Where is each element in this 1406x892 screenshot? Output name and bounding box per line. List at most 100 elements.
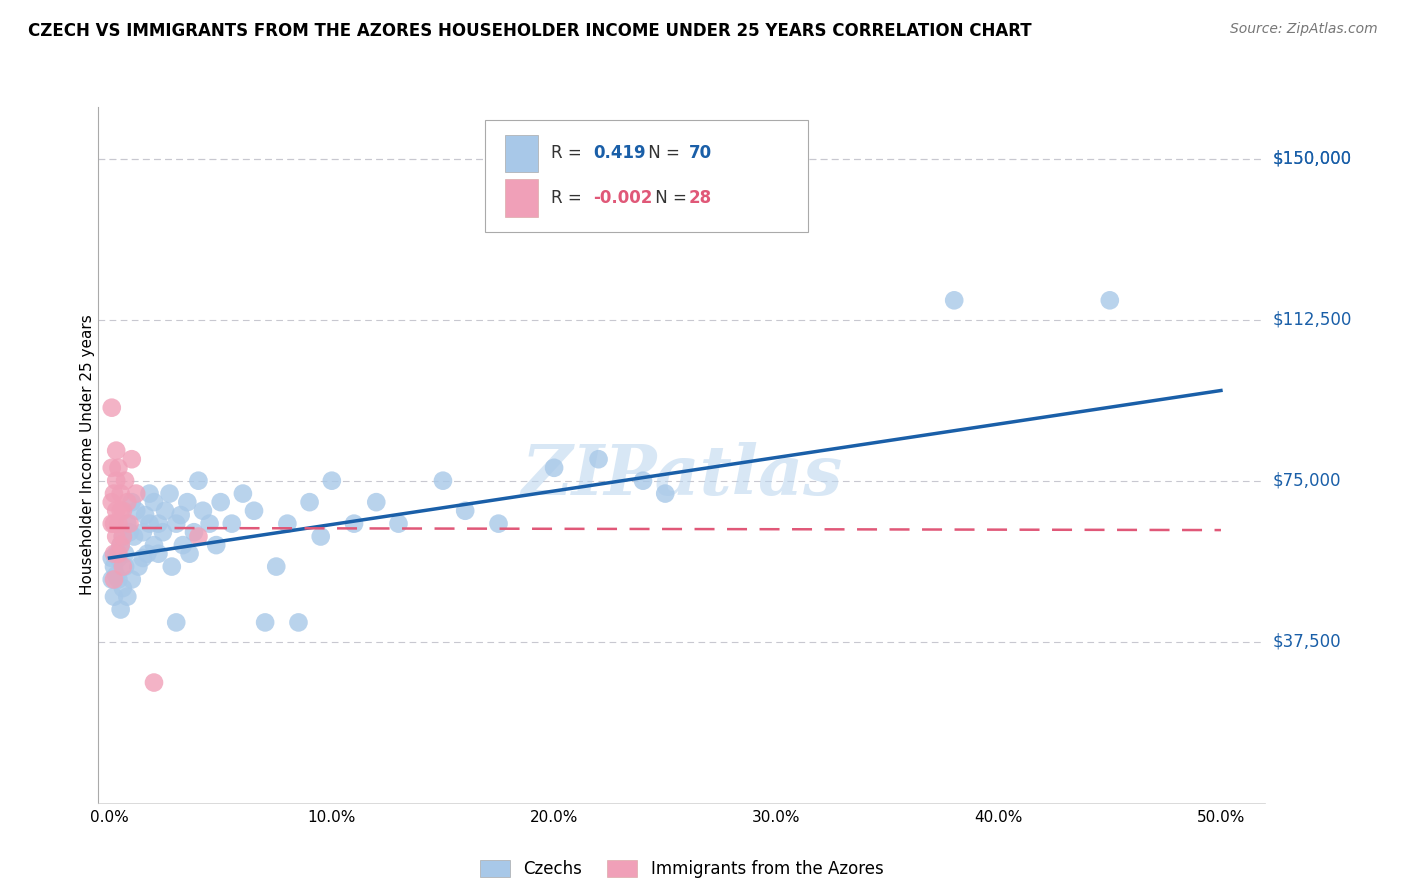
Point [172, 538, 194, 552]
Point [298, 495, 321, 509]
Point [160, 559, 183, 574]
Point [209, 495, 232, 509]
Point [183, 525, 205, 540]
Point [191, 504, 214, 518]
Point [100, 516, 122, 531]
Point [103, 559, 125, 574]
Point [943, 293, 966, 308]
Point [121, 495, 143, 509]
Point [243, 504, 266, 518]
Point [103, 486, 125, 500]
Point [100, 573, 122, 587]
Point [165, 516, 187, 531]
Point [114, 547, 136, 561]
Text: N =: N = [643, 145, 685, 162]
Point [105, 547, 128, 561]
Point [132, 551, 155, 566]
Text: N =: N = [650, 189, 692, 207]
Point [588, 452, 610, 467]
Point [110, 538, 132, 552]
Text: $150,000: $150,000 [1272, 150, 1351, 168]
Point [107, 460, 129, 475]
Point [117, 495, 139, 509]
Point [264, 559, 287, 574]
Point [148, 516, 170, 531]
Point [153, 504, 176, 518]
Point [100, 401, 122, 415]
Point [148, 547, 170, 561]
Point [110, 538, 132, 552]
Point [232, 486, 254, 500]
Point [121, 573, 143, 587]
Text: $75,000: $75,000 [1272, 472, 1341, 490]
Point [276, 516, 298, 531]
Point [111, 529, 134, 543]
Text: $112,500: $112,500 [1272, 310, 1351, 328]
Point [432, 474, 454, 488]
Point [111, 529, 134, 543]
Point [543, 460, 565, 475]
Point [118, 516, 141, 531]
Point [132, 525, 155, 540]
Point [117, 516, 139, 531]
Point [105, 474, 128, 488]
Point [287, 615, 309, 630]
Point [387, 516, 409, 531]
Point [107, 547, 129, 561]
Text: ZIPatlas: ZIPatlas [522, 442, 842, 509]
Point [138, 486, 160, 500]
Point [187, 529, 209, 543]
Point [198, 516, 221, 531]
Point [103, 547, 125, 561]
Point [125, 504, 148, 518]
Point [103, 516, 125, 531]
Point [152, 525, 174, 540]
Point [100, 551, 122, 566]
Point [107, 516, 129, 531]
Point [205, 538, 228, 552]
Point [343, 516, 366, 531]
Point [125, 486, 148, 500]
Point [366, 495, 388, 509]
Point [254, 615, 277, 630]
Point [100, 495, 122, 509]
Point [121, 452, 143, 467]
Point [169, 508, 191, 522]
Point [134, 508, 156, 522]
Legend: Czechs, Immigrants from the Azores: Czechs, Immigrants from the Azores [474, 854, 890, 885]
Point [136, 547, 159, 561]
Point [110, 602, 132, 616]
Point [221, 516, 243, 531]
Point [110, 486, 132, 500]
Text: CZECH VS IMMIGRANTS FROM THE AZORES HOUSEHOLDER INCOME UNDER 25 YEARS CORRELATIO: CZECH VS IMMIGRANTS FROM THE AZORES HOUS… [28, 22, 1032, 40]
Point [321, 474, 343, 488]
Point [107, 551, 129, 566]
Text: $150,000: $150,000 [1272, 150, 1351, 168]
Point [111, 581, 134, 595]
Point [105, 443, 128, 458]
Point [105, 529, 128, 543]
Point [176, 495, 198, 509]
Text: 0.419: 0.419 [593, 145, 645, 162]
Point [187, 474, 209, 488]
Point [127, 559, 149, 574]
Point [105, 504, 128, 518]
Point [103, 590, 125, 604]
Text: -0.002: -0.002 [593, 189, 652, 207]
Point [165, 615, 187, 630]
Point [654, 486, 676, 500]
Point [159, 486, 181, 500]
Point [488, 516, 510, 531]
Point [103, 573, 125, 587]
Point [138, 516, 160, 531]
Text: R =: R = [551, 189, 588, 207]
Y-axis label: Householder Income Under 25 years: Householder Income Under 25 years [80, 315, 94, 595]
Point [110, 504, 132, 518]
Point [114, 559, 136, 574]
Point [114, 474, 136, 488]
Point [122, 529, 145, 543]
Point [111, 559, 134, 574]
Text: 70: 70 [689, 145, 711, 162]
Point [179, 547, 201, 561]
Point [100, 460, 122, 475]
